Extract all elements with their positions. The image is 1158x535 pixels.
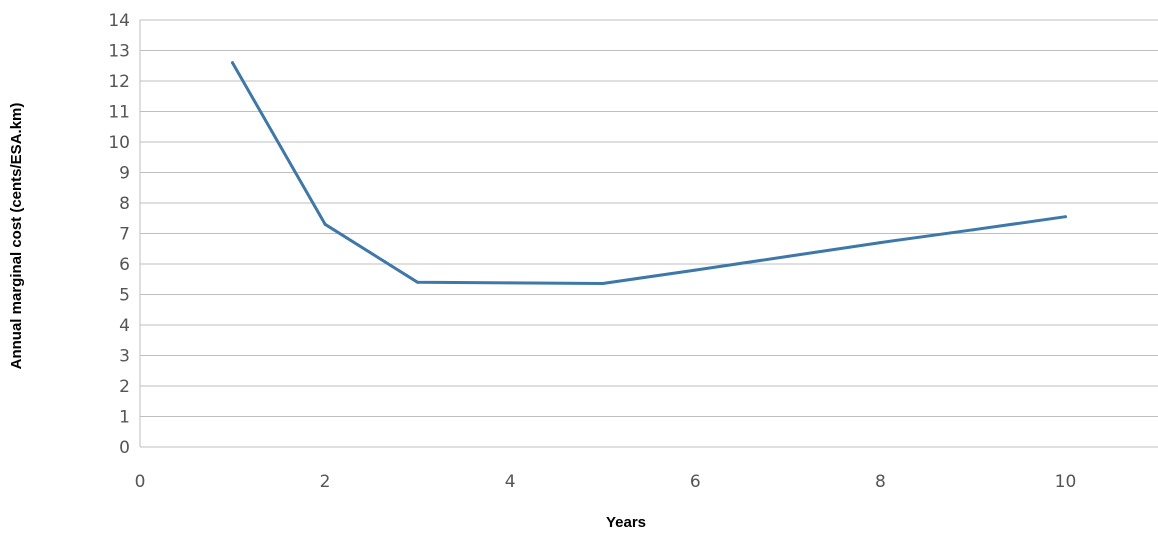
y-tick-label: 10: [108, 133, 130, 153]
y-tick-label: 14: [108, 11, 130, 31]
data-point: [323, 222, 327, 226]
y-tick-label: 7: [119, 225, 130, 245]
y-tick-label: 0: [119, 438, 130, 458]
y-axis-title: Annual marginal cost (cents/ESA.km): [8, 103, 25, 370]
x-tick-label: 0: [135, 472, 146, 492]
y-tick-label: 11: [108, 103, 130, 123]
y-tick-label: 4: [119, 316, 130, 336]
y-tick-label: 13: [108, 42, 130, 62]
data-point: [1063, 215, 1067, 219]
data-point: [508, 281, 512, 285]
y-tick-label: 2: [119, 377, 130, 397]
data-point: [786, 254, 790, 258]
x-axis-title: Years: [606, 514, 646, 531]
axes: [139, 20, 1158, 448]
y-tick-label: 1: [119, 408, 130, 428]
x-tick-label: 8: [875, 472, 886, 492]
series-line-0: [231, 61, 1067, 285]
data-point: [601, 282, 605, 286]
y-tick-label: 9: [119, 164, 130, 184]
x-tick-label: 4: [505, 472, 516, 492]
y-tick-label: 6: [119, 255, 130, 275]
x-tick-label: 10: [1055, 472, 1077, 492]
gridlines: [140, 19, 1158, 417]
x-tick-label: 2: [320, 472, 331, 492]
data-point: [693, 268, 697, 272]
x-tick-labels: 0 2 4 6 8 10: [135, 472, 1077, 492]
data-point: [231, 61, 235, 65]
data-point: [971, 228, 975, 232]
series: [231, 61, 1067, 286]
y-tick-label: 5: [119, 286, 130, 306]
x-tick-label: 6: [690, 472, 701, 492]
y-tick-label: 3: [119, 347, 130, 367]
data-point: [878, 241, 882, 245]
y-tick-label: 12: [108, 72, 130, 92]
data-point: [416, 280, 420, 284]
y-tick-label: 8: [119, 194, 130, 214]
